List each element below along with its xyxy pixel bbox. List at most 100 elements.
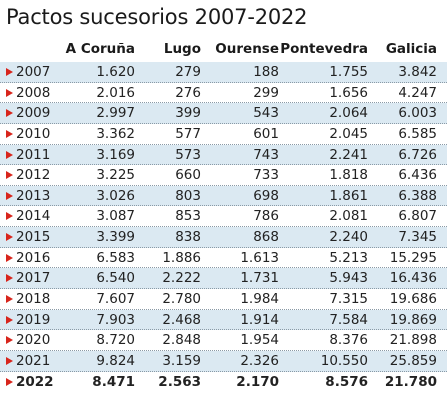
lugo-cell: 1.886 [162, 249, 201, 266]
pontevedra-cell: 1.755 [329, 64, 368, 80]
coruna-cell: 6.583 [96, 249, 135, 266]
coruna-cell: 8.471 [92, 373, 135, 390]
galicia-cell: 15.295 [389, 249, 437, 266]
pontevedra-cell: 1.656 [329, 84, 368, 101]
ourense-cell: 1.954 [240, 332, 279, 349]
ourense-cell: 1.731 [240, 270, 279, 287]
year-cell: 2011 [16, 146, 51, 163]
row-marker-triangle-icon [6, 68, 13, 76]
pontevedra-cell: 2.064 [329, 105, 368, 122]
ourense-cell: 543 [253, 105, 279, 122]
pontevedra-cell: 1.818 [329, 167, 368, 184]
ourense-cell: 786 [253, 208, 279, 225]
ourense-cell: 601 [253, 125, 279, 142]
row-marker-triangle-icon [6, 315, 13, 324]
row-marker-triangle-icon [6, 150, 13, 159]
ourense-cell: 1.613 [240, 249, 279, 266]
row-marker-triangle-icon [6, 356, 13, 365]
column-header-coruna: A Coruña [65, 41, 135, 57]
year-cell: 2014 [16, 208, 51, 225]
pontevedra-cell: 8.376 [329, 332, 368, 349]
pontevedra-cell: 7.315 [329, 291, 368, 308]
ourense-cell: 1.984 [240, 291, 279, 308]
coruna-cell: 7.607 [96, 291, 135, 308]
column-header-ourense: Ourense [215, 41, 279, 57]
row-marker-triangle-icon [6, 295, 13, 304]
table-row: 2010 3.362 577 601 2.045 6.585 [0, 124, 447, 145]
lugo-cell: 838 [175, 229, 201, 246]
coruna-cell: 9.824 [96, 352, 135, 369]
table-row: 2013 3.026 803 698 1.861 6.388 [0, 185, 447, 207]
column-header-lugo: Lugo [163, 41, 201, 57]
galicia-cell: 6.388 [398, 187, 437, 204]
ourense-cell: 188 [253, 64, 279, 80]
year-cell: 2010 [16, 125, 51, 142]
ourense-cell: 868 [253, 229, 279, 246]
lugo-cell: 853 [175, 208, 201, 225]
year-cell: 2015 [16, 229, 51, 246]
coruna-cell: 6.540 [96, 270, 135, 287]
coruna-cell: 7.903 [96, 311, 135, 328]
column-header-galicia: Galicia [385, 41, 437, 57]
year-cell: 2009 [16, 105, 51, 122]
year-cell: 2017 [16, 270, 51, 287]
ourense-cell: 698 [253, 187, 279, 204]
year-cell: 2021 [16, 352, 51, 369]
coruna-cell: 1.620 [96, 64, 135, 80]
row-marker-triangle-icon [6, 377, 13, 386]
lugo-cell: 3.159 [162, 352, 201, 369]
table-row: 2015 3.399 838 868 2.240 7.345 [0, 227, 447, 248]
lugo-cell: 276 [175, 84, 201, 101]
row-marker-triangle-icon [6, 88, 13, 97]
lugo-cell: 2.222 [162, 270, 201, 287]
lugo-cell: 2.780 [162, 291, 201, 308]
ourense-cell: 299 [253, 84, 279, 101]
row-marker-triangle-icon [6, 191, 13, 200]
galicia-cell: 16.436 [389, 270, 437, 287]
ourense-cell: 2.170 [236, 373, 279, 390]
coruna-cell: 3.026 [96, 187, 135, 204]
galicia-cell: 19.686 [389, 291, 437, 308]
year-cell: 2018 [16, 291, 51, 308]
coruna-cell: 2.997 [96, 105, 135, 122]
table-row: 2014 3.087 853 786 2.081 6.807 [0, 206, 447, 228]
pontevedra-cell: 2.045 [329, 125, 368, 142]
table-row: 2022 8.471 2.563 2.170 8.576 21.780 [0, 372, 447, 393]
coruna-cell: 3.169 [96, 146, 135, 163]
galicia-cell: 6.003 [398, 105, 437, 122]
table-row: 2021 9.824 3.159 2.326 10.550 25.859 [0, 350, 447, 372]
table-body: 2007 1.620 279 188 1.755 3.842 2008 2.016 276 299… [0, 62, 447, 392]
table-row: 2019 7.903 2.468 1.914 7.584 19.869 [0, 309, 447, 331]
pontevedra-cell: 2.241 [329, 146, 368, 163]
galicia-cell: 21.898 [389, 332, 437, 349]
table-row: 2012 3.225 660 733 1.818 6.436 [0, 165, 447, 186]
table-header: A Coruña Lugo Ourense Pontevedra Galicia [0, 41, 447, 61]
pontevedra-cell: 5.213 [329, 249, 368, 266]
coruna-cell: 8.720 [96, 332, 135, 349]
lugo-cell: 2.563 [158, 373, 201, 390]
pontevedra-cell: 2.081 [329, 208, 368, 225]
column-header-pontevedra: Pontevedra [280, 41, 368, 57]
table-row: 2007 1.620 279 188 1.755 3.842 [0, 62, 447, 83]
table-row: 2008 2.016 276 299 1.656 4.247 [0, 83, 447, 104]
galicia-cell: 6.436 [398, 167, 437, 184]
year-cell: 2022 [16, 373, 54, 390]
row-marker-triangle-icon [6, 171, 13, 180]
galicia-cell: 25.859 [389, 352, 437, 369]
table-row: 2018 7.607 2.780 1.984 7.315 19.686 [0, 289, 447, 310]
galicia-cell: 21.780 [384, 373, 437, 390]
row-marker-triangle-icon [6, 233, 13, 242]
pontevedra-cell: 7.584 [329, 311, 368, 328]
row-marker-triangle-icon [6, 109, 13, 118]
galicia-cell: 4.247 [398, 84, 437, 101]
coruna-cell: 2.016 [96, 84, 135, 101]
coruna-cell: 3.399 [96, 229, 135, 246]
ourense-cell: 743 [253, 146, 279, 163]
galicia-cell: 19.869 [389, 311, 437, 328]
lugo-cell: 573 [175, 146, 201, 163]
table-row: 2020 8.720 2.848 1.954 8.376 21.898 [0, 330, 447, 351]
lugo-cell: 2.468 [162, 311, 201, 328]
pontevedra-cell: 10.550 [320, 352, 368, 369]
row-marker-triangle-icon [6, 274, 13, 283]
